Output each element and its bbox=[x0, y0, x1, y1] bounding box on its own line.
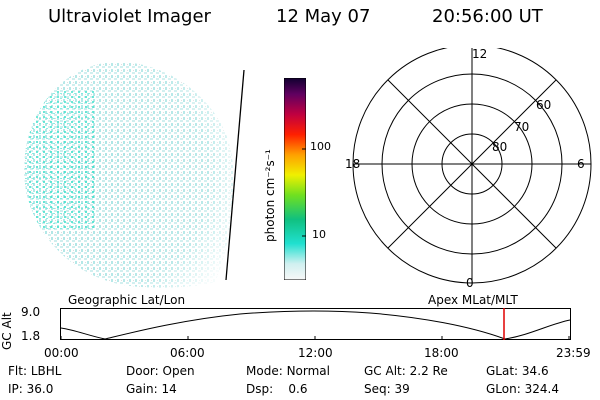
mlt-label-12: 12 bbox=[472, 47, 488, 61]
altitude-xtick-2359: 23:59 bbox=[556, 346, 591, 360]
mlt-label-0: 0 bbox=[466, 276, 474, 290]
colorbar-tick-100: 100 bbox=[310, 140, 331, 153]
colorbar bbox=[284, 78, 306, 280]
status-glon: GLon: 324.4 bbox=[486, 382, 559, 396]
date-label: 12 May 07 bbox=[276, 6, 371, 27]
status-dsp: Dsp: 0.6 bbox=[246, 382, 308, 396]
mlt-label-6: 6 bbox=[577, 157, 585, 171]
altitude-ytick-1.8: 1.8 bbox=[21, 329, 41, 343]
lat-label-60: 60 bbox=[536, 98, 552, 112]
status-mode: Mode: Normal bbox=[246, 364, 330, 378]
status-gc-alt: GC Alt: 2.2 Re bbox=[364, 364, 448, 378]
altitude-ylabel: GC Alt bbox=[0, 312, 14, 350]
altitude-left-title: Geographic Lat/Lon bbox=[68, 293, 186, 307]
instrument-title: Ultraviolet Imager bbox=[48, 6, 211, 27]
altitude-right-title: Apex MLat/MLT bbox=[428, 293, 518, 307]
time-label: 20:56:00 UT bbox=[432, 6, 543, 27]
lat-label-80: 80 bbox=[492, 140, 508, 154]
terminator-line bbox=[225, 69, 245, 281]
status-door: Door: Open bbox=[126, 364, 195, 378]
altitude-xtick-1800: 18:00 bbox=[424, 346, 459, 360]
altitude-xtick-0600: 06:00 bbox=[170, 346, 205, 360]
status-glat: GLat: 34.6 bbox=[486, 364, 549, 378]
altitude-plot bbox=[60, 308, 571, 340]
status-ip: IP: 36.0 bbox=[8, 382, 54, 396]
aurora-disk bbox=[24, 62, 234, 288]
status-seq: Seq: 39 bbox=[364, 382, 410, 396]
altitude-xtick-0000: 00:00 bbox=[44, 346, 79, 360]
colorbar-unit-label: photon cm⁻²s⁻¹ bbox=[263, 149, 277, 242]
altitude-ytick-9: 9.0 bbox=[21, 305, 41, 319]
status-flt: Flt: LBHL bbox=[8, 364, 62, 378]
polar-mlt-plot bbox=[352, 48, 592, 284]
status-gain: Gain: 14 bbox=[126, 382, 177, 396]
lat-label-70: 70 bbox=[514, 120, 530, 134]
mlt-label-18: 18 bbox=[345, 157, 361, 171]
colorbar-tick-10: 10 bbox=[312, 228, 326, 241]
altitude-curve bbox=[60, 310, 571, 340]
altitude-xtick-1200: 12:00 bbox=[298, 346, 333, 360]
